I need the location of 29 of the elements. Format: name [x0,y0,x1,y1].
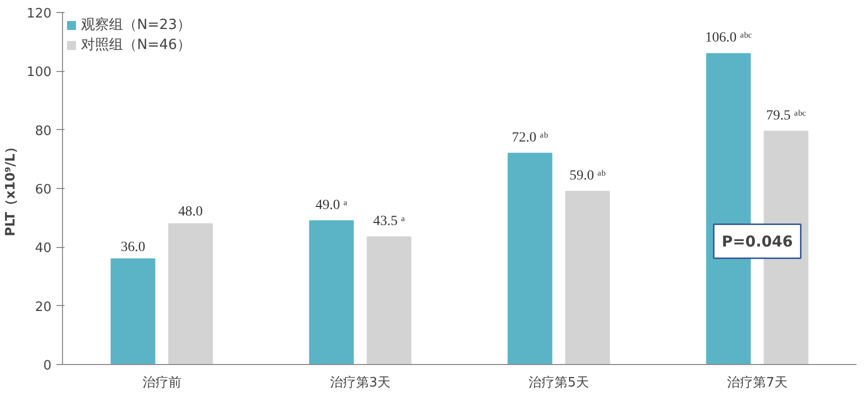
annotation: P=0.046 [722,232,793,250]
x-tick-label: 治疗前 [142,376,182,390]
bar [366,236,412,364]
bar [168,223,213,364]
y-axis-title: PLT（x10⁹/L） [4,140,19,236]
x-tick-label: 治疗第3天 [330,376,390,390]
y-tick-label: 60 [34,182,52,198]
y-tick-label: 20 [34,300,52,315]
y-tick-label: 80 [34,124,52,139]
data-label: 79.5 ᵃᵇᶜ [766,108,806,124]
bar [565,190,610,364]
legend-label: 对照组（N=46） [81,36,192,54]
x-tick-label: 治疗第5天 [528,376,589,390]
data-label: 106.0 ᵃᵇᶜ [705,30,752,46]
bar [309,220,354,364]
data-label: 59.0 ᵃᵇ [569,168,606,184]
y-tick-label: 0 [43,358,52,374]
data-label: 49.0 ᵃ [316,198,348,213]
bar [508,152,552,364]
y-tick-label: 100 [26,65,52,80]
legend-label: 观察组（N=23） [81,16,192,34]
data-label: 36.0 [120,240,146,255]
data-label: 43.5 ᵃ [373,214,406,229]
y-tick-label: 120 [26,6,52,22]
x-tick-label: 治疗第7天 [727,376,788,390]
bar [110,258,156,364]
data-label: 48.0 [178,204,203,220]
y-tick-label: 40 [34,241,52,256]
data-label: 72.0 ᵃᵇ [512,130,549,146]
